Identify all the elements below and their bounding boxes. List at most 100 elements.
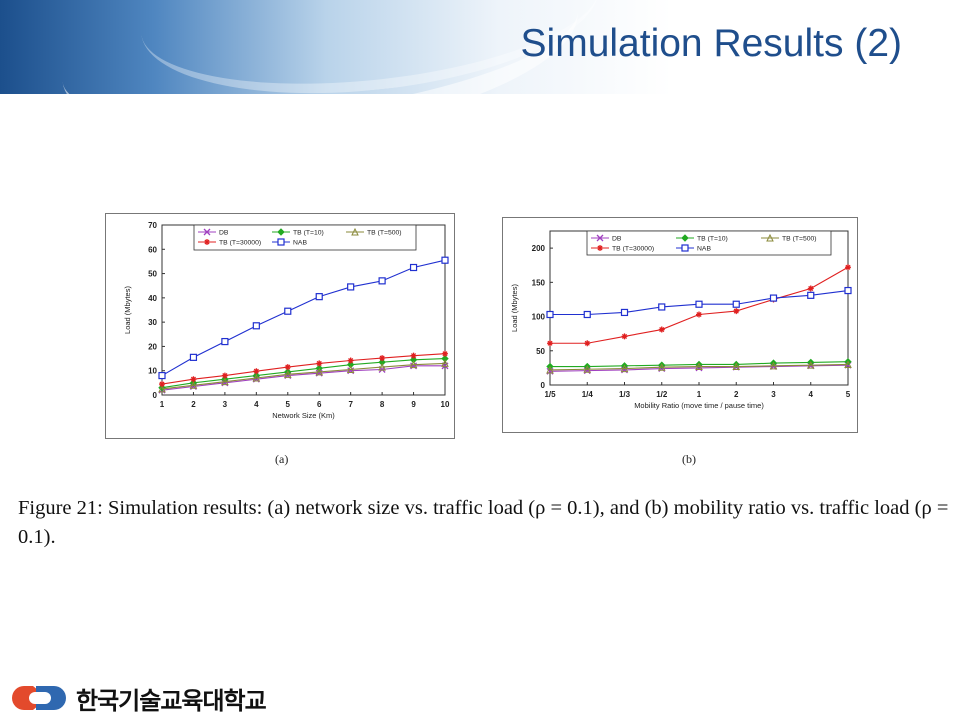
chart-a-legend-label-1: TB (T=10): [293, 230, 324, 237]
chart-b-data-point-2: [583, 365, 592, 373]
chart-a-data-point-3: [442, 350, 448, 357]
chart-a-plot-frame: [161, 224, 446, 396]
chart-b-series-line-2: [549, 363, 849, 371]
chart-a-data-point-4: [409, 263, 418, 272]
chart-b-legend-box: [586, 230, 832, 256]
chart-a-x-tick-label: 2: [191, 400, 196, 409]
chart-a-data-point-3: [221, 372, 228, 379]
chart-b-data-point-4: [620, 308, 629, 317]
chart-a-legend-label-2: TB (T=500): [367, 230, 402, 237]
chart-b-data-point-2: [769, 361, 778, 370]
chart-a-svg: 0 10 20 30 40 50 60 70 1 2 3 4 5 6 7 8 9 10 Network Size (…: [123, 221, 450, 420]
chart-a-data-point-2: [378, 362, 386, 371]
chart-a-legend-marker-3: [204, 239, 210, 245]
chart-b-data-point-2: [546, 365, 554, 374]
university-name: 한국기술교육대학교: [76, 686, 267, 715]
chart-b-data-point-2: [620, 364, 629, 373]
chart-b-data-point-2: [844, 360, 852, 368]
chart-a-data-point-4: [221, 337, 229, 346]
chart-a-y-tick-label: 70: [148, 221, 157, 230]
chart-a-legend-label-0: DB: [219, 230, 229, 237]
chart-b-data-point-4: [546, 310, 554, 319]
chart-b-y-tick-label: 100: [532, 313, 546, 322]
chart-b-data-point-3: [621, 333, 628, 340]
chart-a-data-point-2: [189, 381, 198, 389]
chart-a-data-point-3: [410, 352, 417, 359]
chart-a-legend-marker-0: [203, 228, 211, 236]
chart-a-y-tick-label: 0: [153, 391, 158, 400]
chart-b-x-tick-label: 4: [809, 390, 814, 399]
chart-b-data-point-4: [583, 310, 591, 319]
chart-a-data-point-4: [158, 371, 166, 380]
chart-a-x-tick-label: 4: [254, 400, 259, 409]
chart-b-legend-marker-2: [766, 233, 774, 242]
chart-a-x-tick-label: 9: [411, 400, 416, 409]
chart-b-x-tick-label: 1/5: [544, 390, 556, 399]
chart-b-data-point-3: [807, 285, 814, 292]
chart-a-data-point-1: [378, 358, 386, 366]
chart-a-data-point-3: [347, 357, 354, 364]
chart-a-data-point-2: [315, 367, 324, 376]
chart-a-data-point-2: [158, 384, 166, 393]
chart-a-y-tick-label: 20: [148, 342, 157, 351]
chart-b-data-point-3: [696, 311, 702, 318]
chart-b-data-point-4: [732, 300, 740, 308]
university-logo-icon: [12, 684, 68, 712]
chart-a-x-tick-label: 10: [441, 400, 450, 409]
chart-a-x-axis-label: Network Size (Km): [272, 411, 335, 420]
chart-b-data-point-3: [584, 340, 591, 347]
chart-b-legend-label-1: TB (T=10): [697, 236, 728, 243]
chart-a-legend-marker-4: [277, 238, 285, 246]
chart-a-series-line-1: [161, 358, 446, 389]
chart-a-data-point-4: [189, 353, 198, 361]
chart-a-data-point-2: [283, 370, 292, 378]
chart-b-legend-marker-3: [597, 245, 603, 251]
chart-a-data-point-3: [253, 368, 260, 375]
chart-b-x-axis-label: Mobility Ratio (move time / pause time): [634, 401, 764, 410]
chart-a-legend-marker-1: [277, 228, 285, 236]
chart-a-data-point-1: [409, 356, 418, 364]
chart-b-x-tick-label: 2: [734, 390, 739, 399]
chart-b-legend-marker-4: [681, 244, 689, 252]
chart-a-data-point-4: [441, 256, 449, 264]
chart-b-data-point-4: [807, 291, 815, 299]
chart-a-data-point-4: [284, 307, 292, 315]
chart-a-data-point-4: [378, 277, 386, 285]
chart-b-data-point-3: [733, 308, 740, 315]
chart-b-y-tick-label: 50: [536, 347, 545, 356]
chart-b-y-tick-label: 200: [532, 244, 546, 253]
chart-b-x-tick-label: 3: [771, 390, 776, 399]
chart-a-y-tick-label: 40: [148, 294, 157, 303]
figure-caption: Figure 21: Simulation results: (a) netwo…: [18, 497, 949, 548]
chart-a-x-tick-label: 8: [380, 400, 385, 409]
chart-b-data-point-2: [806, 361, 815, 369]
chart-b-data-point-2: [732, 362, 741, 371]
subfigure-label-b: (b): [682, 452, 696, 466]
chart-b-data-point-4: [658, 303, 666, 311]
chart-b-data-point-2: [657, 363, 666, 371]
chart-a-data-point-3: [379, 355, 386, 362]
chart-b-data-point-4: [695, 300, 703, 308]
chart-a-series-line-0: [161, 365, 445, 391]
chart-a-series-line-2: [161, 362, 446, 390]
chart-b-legend-label-2: TB (T=500): [782, 236, 817, 243]
chart-b-x-tick-label: 5: [846, 390, 851, 399]
chart-a-data-point-3: [159, 381, 165, 388]
chart-a-data-point-4: [252, 322, 260, 330]
chart-a-x-tick-label: 3: [223, 400, 228, 409]
chart-b-legend-label-3: TB (T=30000): [612, 246, 654, 253]
chart-network-size: 0 10 20 30 40 50 60 70 1 2 3 4 5 6 7 8 9 10 Network Size (…: [105, 213, 455, 439]
chart-b-x-tick-label: 1/2: [656, 390, 668, 399]
slide-title: Simulation Results (2): [520, 22, 902, 65]
chart-a-legend-box: [193, 224, 417, 251]
chart-a-data-point-2: [221, 377, 229, 386]
subfigure-label-a: (a): [275, 452, 289, 466]
chart-b-y-axis-label: Load (Mbytes): [510, 284, 519, 332]
chart-a-legend-label-4: NAB: [293, 240, 307, 247]
chart-b-data-point-3: [547, 340, 553, 347]
chart-a-x-tick-label: 1: [160, 400, 165, 409]
chart-a-data-point-2: [441, 359, 449, 367]
chart-b-y-tick-label: 150: [532, 278, 546, 287]
chart-a-data-point-3: [190, 376, 197, 383]
chart-a-data-point-2: [252, 373, 261, 382]
